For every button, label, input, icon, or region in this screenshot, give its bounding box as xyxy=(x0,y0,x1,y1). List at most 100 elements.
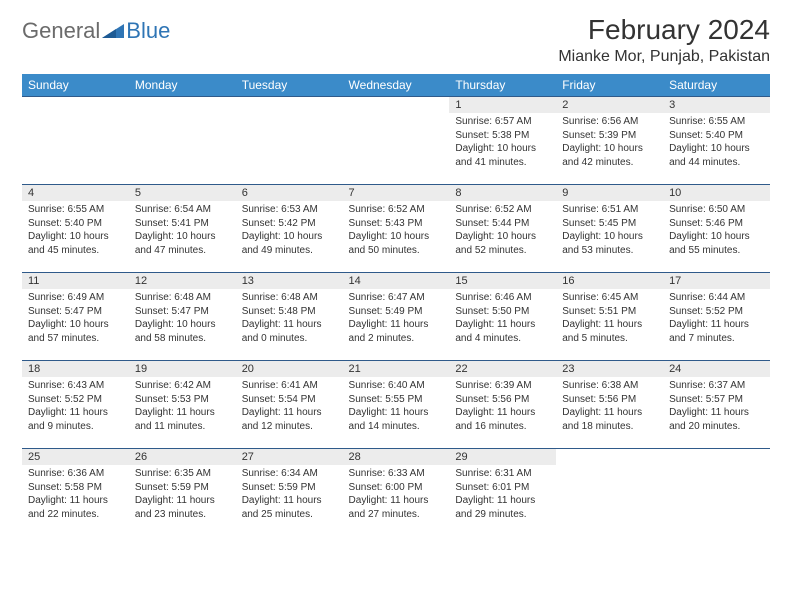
day-number: 26 xyxy=(129,449,236,465)
calendar-cell: 14Sunrise: 6:47 AMSunset: 5:49 PMDayligh… xyxy=(343,273,450,361)
sunset-text: Sunset: 5:41 PM xyxy=(135,217,230,231)
day-content: Sunrise: 6:35 AMSunset: 5:59 PMDaylight:… xyxy=(129,465,236,525)
day-number: 17 xyxy=(663,273,770,289)
day-content: Sunrise: 6:48 AMSunset: 5:47 PMDaylight:… xyxy=(129,289,236,349)
daylight-text: Daylight: 11 hours and 23 minutes. xyxy=(135,494,230,521)
daylight-text: Daylight: 10 hours and 41 minutes. xyxy=(455,142,550,169)
calendar-cell: 23 Sunrise: 6:38 AMSunset: 5:56 PMDayligh… xyxy=(556,361,663,449)
sunset-text: Sunset: 5:39 PM xyxy=(562,129,657,143)
sunrise-text: Sunrise: 6:39 AM xyxy=(455,379,550,393)
weekday-header: Sunday xyxy=(22,74,129,97)
daylight-text: Daylight: 11 hours and 16 minutes. xyxy=(455,406,550,433)
sunset-text: Sunset: 5:52 PM xyxy=(28,393,123,407)
day-number: 15 xyxy=(449,273,556,289)
day-number: 16 xyxy=(556,273,663,289)
calendar-cell: 5Sunrise: 6:54 AMSunset: 5:41 PMDaylight… xyxy=(129,185,236,273)
logo-triangle-icon xyxy=(102,24,124,38)
sunset-text: Sunset: 5:56 PM xyxy=(455,393,550,407)
daylight-text: Daylight: 11 hours and 2 minutes. xyxy=(349,318,444,345)
sunrise-text: Sunrise: 6:48 AM xyxy=(135,291,230,305)
day-content: Sunrise: 6:57 AMSunset: 5:38 PMDaylight:… xyxy=(449,113,556,173)
calendar-cell: 9Sunrise: 6:51 AMSunset: 5:45 PMDaylight… xyxy=(556,185,663,273)
sunset-text: Sunset: 5:53 PM xyxy=(135,393,230,407)
calendar-row: 18Sunrise: 6:43 AMSunset: 5:52 PMDayligh… xyxy=(22,361,770,449)
day-content: Sunrise: 6:43 AMSunset: 5:52 PMDaylight:… xyxy=(22,377,129,437)
page-header: General Blue February 2024 Mianke Mor, P… xyxy=(22,14,770,66)
day-number: 29 xyxy=(449,449,556,465)
day-content: Sunrise: 6:56 AMSunset: 5:39 PMDaylight:… xyxy=(556,113,663,173)
day-number: 20 xyxy=(236,361,343,377)
sunrise-text: Sunrise: 6:41 AM xyxy=(242,379,337,393)
day-content: Sunrise: 6:46 AMSunset: 5:50 PMDaylight:… xyxy=(449,289,556,349)
sunrise-text: Sunrise: 6:36 AM xyxy=(28,467,123,481)
sunset-text: Sunset: 5:40 PM xyxy=(28,217,123,231)
sunset-text: Sunset: 5:49 PM xyxy=(349,305,444,319)
day-number: 4 xyxy=(22,185,129,201)
calendar-row: 4 Sunrise: 6:55 AMSunset: 5:40 PM Daylight… xyxy=(22,185,770,273)
sunrise-text: Sunrise: 6:43 AM xyxy=(28,379,123,393)
sunrise-text: Sunrise: 6:56 AM xyxy=(562,115,657,129)
sunrise-text: Sunrise: 6:31 AM xyxy=(455,467,550,481)
daylight-text: Daylight: 11 hours and 14 minutes. xyxy=(349,406,444,433)
calendar-cell: 29Sunrise: 6:31 AMSunset: 6:01 PMDayligh… xyxy=(449,449,556,533)
daylight-text: Daylight: 10 hours and 52 minutes. xyxy=(455,230,550,257)
calendar-cell xyxy=(236,97,343,185)
sunrise-text: Sunrise: 6:42 AM xyxy=(135,379,230,393)
sunrise-text: Sunrise: 6:55 AM xyxy=(28,203,123,217)
day-content: Sunrise: 6:45 AMSunset: 5:51 PMDaylight:… xyxy=(556,289,663,349)
sunrise-text: Sunrise: 6:45 AM xyxy=(562,291,657,305)
sunset-text: Sunset: 5:50 PM xyxy=(455,305,550,319)
month-title: February 2024 xyxy=(558,14,770,46)
day-content: Sunrise: 6:41 AMSunset: 5:54 PMDaylight:… xyxy=(236,377,343,437)
sunrise-text: Sunrise: 6:53 AM xyxy=(242,203,337,217)
sunrise-text: Sunrise: 6:54 AM xyxy=(135,203,230,217)
daylight-text: Daylight: 11 hours and 12 minutes. xyxy=(242,406,337,433)
daylight-text: Daylight: 10 hours and 58 minutes. xyxy=(135,318,230,345)
calendar-body: 1Sunrise: 6:57 AMSunset: 5:38 PMDaylight… xyxy=(22,97,770,533)
daylight-text: Daylight: 11 hours and 4 minutes. xyxy=(455,318,550,345)
weekday-header: Saturday xyxy=(663,74,770,97)
day-number: 7 xyxy=(343,185,450,201)
daylight-text: Daylight: 10 hours and 49 minutes. xyxy=(242,230,337,257)
sunrise-text: Sunrise: 6:44 AM xyxy=(669,291,764,305)
day-content: Sunrise: 6:37 AMSunset: 5:57 PMDaylight:… xyxy=(663,377,770,437)
weekday-header: Thursday xyxy=(449,74,556,97)
calendar-cell: 1Sunrise: 6:57 AMSunset: 5:38 PMDaylight… xyxy=(449,97,556,185)
day-number: 23 xyxy=(556,361,663,377)
calendar-cell: 19Sunrise: 6:42 AMSunset: 5:53 PMDayligh… xyxy=(129,361,236,449)
daylight-text: Daylight: 11 hours and 25 minutes. xyxy=(242,494,337,521)
calendar-cell: 12Sunrise: 6:48 AMSunset: 5:47 PMDayligh… xyxy=(129,273,236,361)
daylight-text: Daylight: 11 hours and 22 minutes. xyxy=(28,494,123,521)
calendar-row: 25Sunrise: 6:36 AMSunset: 5:58 PMDayligh… xyxy=(22,449,770,533)
calendar-cell: 3Sunrise: 6:55 AMSunset: 5:40 PMDaylight… xyxy=(663,97,770,185)
sunset-text: Sunset: 5:40 PM xyxy=(669,129,764,143)
calendar-row: 11Sunrise: 6:49 AMSunset: 5:47 PMDayligh… xyxy=(22,273,770,361)
sunset-text: Sunset: 5:58 PM xyxy=(28,481,123,495)
sunset-text: Sunset: 5:56 PM xyxy=(562,393,657,407)
calendar-cell: 13Sunrise: 6:48 AMSunset: 5:48 PMDayligh… xyxy=(236,273,343,361)
sunrise-text: Sunrise: 6:49 AM xyxy=(28,291,123,305)
day-number: 14 xyxy=(343,273,450,289)
calendar-cell: 10Sunrise: 6:50 AMSunset: 5:46 PMDayligh… xyxy=(663,185,770,273)
daylight-text: Daylight: 10 hours and 42 minutes. xyxy=(562,142,657,169)
sunrise-text: Sunrise: 6:33 AM xyxy=(349,467,444,481)
sunset-text: Sunset: 5:51 PM xyxy=(562,305,657,319)
calendar-cell: 26Sunrise: 6:35 AMSunset: 5:59 PMDayligh… xyxy=(129,449,236,533)
day-number: 27 xyxy=(236,449,343,465)
calendar-table: Sunday Monday Tuesday Wednesday Thursday… xyxy=(22,74,770,533)
logo-text-general: General xyxy=(22,18,100,44)
day-number: 6 xyxy=(236,185,343,201)
day-number: 19 xyxy=(129,361,236,377)
day-number: 28 xyxy=(343,449,450,465)
sunrise-text: Sunrise: 6:38 AM xyxy=(562,379,657,393)
daylight-text: Daylight: 11 hours and 18 minutes. xyxy=(562,406,657,433)
calendar-cell: 8Sunrise: 6:52 AMSunset: 5:44 PMDaylight… xyxy=(449,185,556,273)
day-content: Sunrise: 6:47 AMSunset: 5:49 PMDaylight:… xyxy=(343,289,450,349)
calendar-cell: 24Sunrise: 6:37 AMSunset: 5:57 PMDayligh… xyxy=(663,361,770,449)
day-content: Sunrise: 6:44 AMSunset: 5:52 PMDaylight:… xyxy=(663,289,770,349)
day-content: Sunrise: 6:48 AMSunset: 5:48 PMDaylight:… xyxy=(236,289,343,349)
weekday-header: Friday xyxy=(556,74,663,97)
weekday-header-row: Sunday Monday Tuesday Wednesday Thursday… xyxy=(22,74,770,97)
weekday-header: Wednesday xyxy=(343,74,450,97)
day-content: Sunrise: 6:51 AMSunset: 5:45 PMDaylight:… xyxy=(556,201,663,261)
